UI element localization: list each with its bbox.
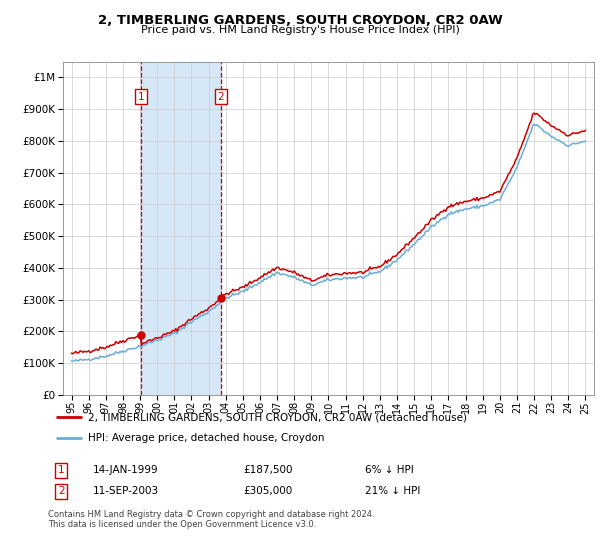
Text: 21% ↓ HPI: 21% ↓ HPI — [365, 487, 420, 496]
Text: 1: 1 — [137, 92, 144, 101]
Text: 14-JAN-1999: 14-JAN-1999 — [93, 465, 158, 475]
Bar — [141, 62, 221, 395]
Text: HPI: Average price, detached house, Croydon: HPI: Average price, detached house, Croy… — [88, 433, 324, 444]
Text: £305,000: £305,000 — [244, 487, 293, 496]
Text: Price paid vs. HM Land Registry's House Price Index (HPI): Price paid vs. HM Land Registry's House … — [140, 25, 460, 35]
Text: 2, TIMBERLING GARDENS, SOUTH CROYDON, CR2 0AW (detached house): 2, TIMBERLING GARDENS, SOUTH CROYDON, CR… — [88, 412, 467, 422]
Text: 2, TIMBERLING GARDENS, SOUTH CROYDON, CR2 0AW: 2, TIMBERLING GARDENS, SOUTH CROYDON, CR… — [98, 14, 502, 27]
Text: Contains HM Land Registry data © Crown copyright and database right 2024.
This d: Contains HM Land Registry data © Crown c… — [48, 510, 374, 529]
Text: £187,500: £187,500 — [244, 465, 293, 475]
Text: 11-SEP-2003: 11-SEP-2003 — [93, 487, 159, 496]
Text: 2: 2 — [58, 487, 65, 496]
Text: 6% ↓ HPI: 6% ↓ HPI — [365, 465, 413, 475]
Text: 1: 1 — [58, 465, 65, 475]
Text: 2: 2 — [217, 92, 224, 101]
